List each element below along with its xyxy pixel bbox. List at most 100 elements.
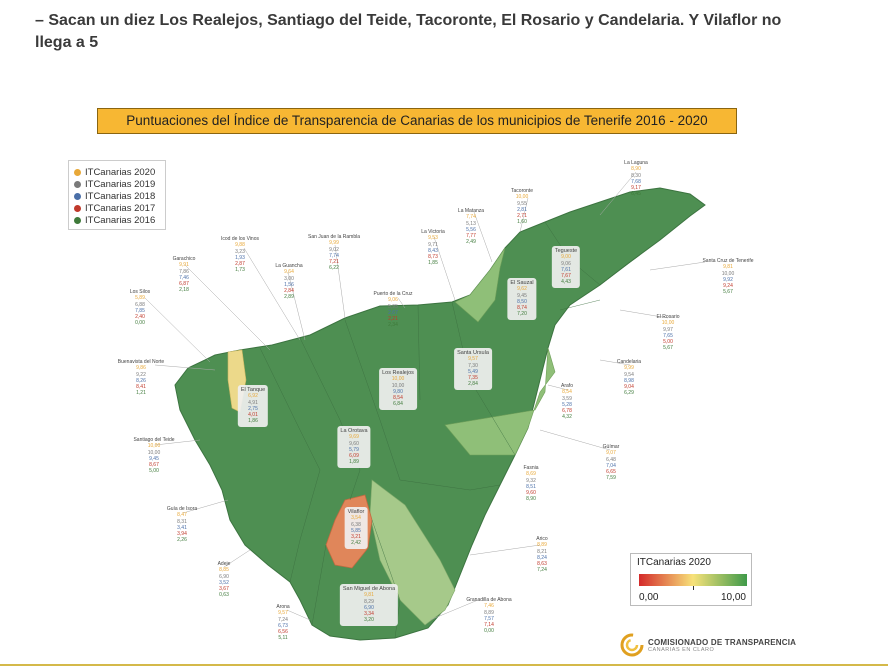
score-value: 1,86: [248, 418, 258, 425]
municipality-name: San Miguel de Abona: [342, 586, 396, 592]
score-value: 2,26: [177, 537, 187, 544]
municipality-label: Güímar 9,07 6,48 7,04 6,65 7,59: [603, 444, 620, 482]
brand-tagline: CANARIAS EN CLARO: [648, 646, 715, 653]
municipality-name: Los Silos: [129, 289, 151, 295]
brand-name: COMISIONADO DE TRANSPARENCIA: [648, 637, 797, 647]
score-value: 9,92: [723, 276, 733, 283]
score-value: 8,90: [631, 166, 641, 173]
municipality-label: Icod de los Vinos 9,88 3,23 1,93 2,87 1,73: [221, 236, 259, 274]
score-value: 6,48: [606, 456, 616, 463]
score-value: 9,45: [149, 455, 159, 462]
score-value: 8,50: [517, 298, 527, 305]
municipality-label: El Sauzal 9,62 9,45 8,50 8,74 7,20: [507, 278, 537, 320]
score-value: 6,84: [393, 401, 403, 408]
score-value: 3,34: [364, 611, 374, 618]
score-value: 8,21: [537, 548, 547, 555]
score-value: 3,52: [219, 579, 229, 586]
municipality-label: El Rosario 10,00 9,97 7,65 5,00 5,67: [656, 314, 679, 352]
score-value: 8,54: [562, 389, 572, 396]
score-value: 2,42: [351, 540, 361, 547]
score-value: 10,00: [147, 443, 161, 450]
score-value: 9,17: [631, 185, 641, 192]
score-value: 3,59: [562, 395, 572, 402]
municipality-name: La Victoria: [421, 229, 445, 235]
municipality-name: La Guancha: [275, 263, 303, 269]
legend-swatch-icon: [74, 168, 81, 176]
score-value: 9,06: [388, 297, 398, 304]
municipality-name: Arafo: [561, 383, 573, 389]
legend-item: ITCanarias 2018: [74, 190, 160, 202]
score-value: 2,71: [517, 213, 527, 220]
score-value: 6,92: [248, 393, 258, 400]
score-value: 8,43: [428, 247, 438, 254]
score-value: 1,60: [517, 219, 527, 226]
score-value: 8,90: [526, 496, 536, 503]
score-value: 5,85: [351, 527, 361, 534]
score-value: 7,61: [561, 266, 571, 273]
municipality-name: El Tanque: [240, 387, 266, 393]
score-value: 5,13: [466, 220, 476, 227]
score-value: 2,81: [517, 206, 527, 213]
score-value: 2,49: [466, 239, 476, 246]
score-value: 3,23: [235, 248, 245, 255]
legend-item: ITCanarias 2019: [74, 178, 160, 190]
municipality-label: Tacoronte 10,00 9,55 2,81 2,71 1,60: [511, 188, 533, 226]
score-value: 9,86: [136, 365, 146, 372]
municipality-name: Santa Cruz de Tenerife: [702, 258, 754, 264]
score-value: 6,90: [219, 573, 229, 580]
score-value: 9,54: [624, 371, 634, 378]
score-value: 2,84: [284, 288, 294, 295]
score-value: 2,89: [284, 294, 294, 301]
score-value: 5,67: [663, 345, 673, 352]
municipality-name: Santiago del Teide: [133, 437, 175, 443]
legend-swatch-icon: [74, 192, 81, 200]
legend-label: ITCanarias 2018: [85, 190, 156, 202]
legend-swatch-icon: [74, 180, 81, 188]
municipality-label: Garachico 9,91 7,86 7,46 6,87 2,18: [173, 256, 196, 294]
score-value: 9,06: [561, 260, 571, 267]
score-value: 8,69: [526, 471, 536, 478]
municipality-label: La Matanza 7,74 5,13 5,56 7,77 2,49: [458, 208, 484, 246]
region-light-south: [369, 479, 456, 626]
municipality-label: Arafo 8,54 3,59 5,28 6,78 4,32: [561, 383, 573, 421]
municipality-name: Puerto de la Cruz: [373, 291, 413, 297]
municipality-name: Güímar: [602, 444, 620, 450]
score-value: 1,93: [235, 254, 245, 261]
score-value: 1,89: [349, 459, 359, 466]
score-value: 9,04: [624, 384, 634, 391]
score-value: 6,45: [631, 191, 641, 198]
score-value: 9,60: [349, 440, 359, 447]
score-value: 9,53: [428, 235, 438, 242]
score-value: 1,85: [428, 260, 438, 267]
municipality-name: Arona: [276, 604, 290, 610]
score-value: 7,65: [663, 332, 673, 339]
score-value: 4,91: [248, 399, 258, 406]
scale-min-label: 0,00: [639, 592, 659, 603]
score-value: 2,75: [248, 405, 258, 412]
scale-title: ITCanarias 2020: [637, 557, 711, 568]
score-value: 6,87: [179, 281, 189, 288]
score-value: 9,69: [349, 434, 359, 441]
legend-label: ITCanarias 2019: [85, 178, 156, 190]
score-value: 4,32: [562, 414, 572, 421]
score-value: 7,85: [135, 307, 145, 314]
score-value: 1,73: [235, 267, 245, 274]
municipality-name: Tacoronte: [511, 188, 533, 194]
score-value: 8,30: [631, 172, 641, 179]
municipality-name: La Matanza: [457, 208, 485, 214]
municipality-name: Granadilla de Abona: [466, 597, 512, 603]
score-value: 3,41: [177, 524, 187, 531]
map-title: Puntuaciones del Índice de Transparencia…: [97, 108, 737, 134]
municipality-label: La Orotava 9,69 9,60 5,79 6,09 1,89: [337, 426, 371, 468]
scale-max-label: 10,00: [720, 592, 746, 603]
score-value: 10,00: [147, 449, 161, 456]
score-value: 8,26: [136, 377, 146, 384]
municipality-name: Vilaflor: [347, 509, 365, 515]
score-value: 8,41: [136, 384, 146, 391]
score-value: 9,45: [517, 292, 527, 299]
scale-tick: [693, 586, 694, 590]
score-value: 8,31: [177, 518, 187, 525]
score-value: 9,60: [526, 490, 536, 497]
score-value: 9,22: [136, 371, 146, 378]
score-value: 9,81: [723, 264, 733, 271]
